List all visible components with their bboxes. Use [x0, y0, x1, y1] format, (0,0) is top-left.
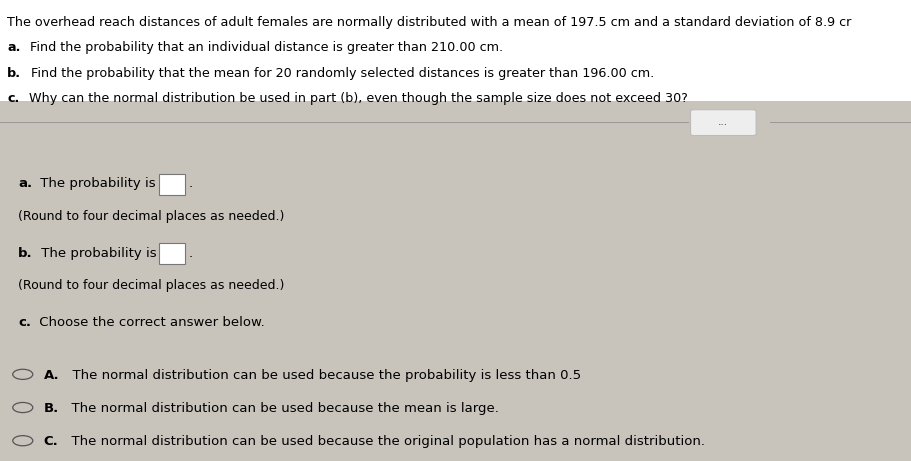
Text: Find the probability that the mean for 20 randomly selected distances is greater: Find the probability that the mean for 2… [27, 67, 654, 80]
Text: A.: A. [44, 369, 59, 382]
Text: (Round to four decimal places as needed.): (Round to four decimal places as needed.… [18, 279, 284, 292]
Text: The probability is: The probability is [36, 177, 156, 190]
FancyBboxPatch shape [0, 0, 911, 101]
Text: b.: b. [7, 67, 21, 80]
FancyBboxPatch shape [159, 243, 185, 264]
Text: (Round to four decimal places as needed.): (Round to four decimal places as needed.… [18, 210, 284, 223]
Text: The overhead reach distances of adult females are normally distributed with a me: The overhead reach distances of adult fe… [7, 16, 852, 29]
Text: ...: ... [718, 117, 729, 127]
Text: Choose the correct answer below.: Choose the correct answer below. [35, 316, 265, 329]
Text: b.: b. [18, 247, 33, 260]
Text: The normal distribution can be used because the original population has a normal: The normal distribution can be used beca… [63, 435, 705, 448]
Text: The probability is: The probability is [37, 247, 157, 260]
Text: .: . [189, 247, 193, 260]
Text: The normal distribution can be used because the probability is less than 0.5: The normal distribution can be used beca… [64, 369, 581, 382]
FancyBboxPatch shape [159, 174, 185, 195]
Text: c.: c. [7, 92, 19, 105]
Text: a.: a. [7, 41, 21, 54]
Text: Why can the normal distribution be used in part (b), even though the sample size: Why can the normal distribution be used … [25, 92, 688, 105]
Text: a.: a. [18, 177, 33, 190]
Text: The normal distribution can be used because the mean is large.: The normal distribution can be used beca… [64, 402, 499, 415]
FancyBboxPatch shape [691, 110, 756, 136]
Text: c.: c. [18, 316, 31, 329]
Text: .: . [189, 177, 193, 190]
Text: B.: B. [44, 402, 59, 415]
Text: Find the probability that an individual distance is greater than 210.00 cm.: Find the probability that an individual … [26, 41, 504, 54]
Text: C.: C. [44, 435, 58, 448]
